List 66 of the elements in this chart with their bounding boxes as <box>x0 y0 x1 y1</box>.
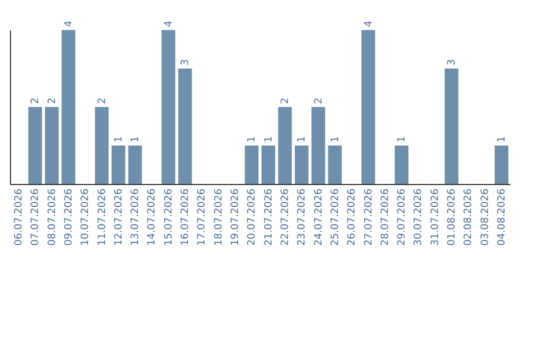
bar <box>244 146 258 184</box>
bar <box>44 107 59 184</box>
x-tick-label: 21.07.2026 <box>263 188 274 246</box>
bar <box>28 107 42 184</box>
x-tick-label: 04.08.2026 <box>496 188 508 246</box>
data-label: 3 <box>180 59 192 66</box>
x-tick-label: 16.07.2026 <box>180 188 192 246</box>
x-tick-label: 22.07.2026 <box>280 188 291 246</box>
bar <box>294 146 308 184</box>
bar <box>394 146 408 184</box>
x-tick-label: 14.07.2026 <box>146 188 158 246</box>
data-label: 1 <box>296 136 308 142</box>
x-tick-label: 20.07.2026 <box>246 188 258 246</box>
x-tick-label: 12.07.2026 <box>113 188 124 246</box>
data-label: 1 <box>330 136 341 142</box>
bar <box>178 68 192 184</box>
data-label: 4 <box>163 20 174 27</box>
data-label: 2 <box>313 98 324 104</box>
bar <box>361 30 376 184</box>
bar <box>278 107 292 184</box>
data-label: 2 <box>46 98 58 104</box>
x-tick-label: 11.07.2026 <box>96 188 108 246</box>
data-label: 4 <box>63 20 74 27</box>
x-tick-label: 27.07.2026 <box>363 188 374 246</box>
x-tick-label: 26.07.2026 <box>346 188 358 246</box>
bar <box>162 30 176 184</box>
data-label: 1 <box>246 136 258 142</box>
bar <box>62 30 76 184</box>
bar <box>128 146 142 184</box>
data-label: 1 <box>263 136 274 142</box>
x-tick-label: 13.07.2026 <box>130 188 142 246</box>
data-label: 4 <box>363 20 374 27</box>
x-tick-label: 28.07.2026 <box>380 188 391 246</box>
x-tick-label: 18.07.2026 <box>213 188 224 246</box>
bar <box>311 107 326 184</box>
data-label: 3 <box>446 59 458 66</box>
x-tick-label: 25.07.2026 <box>330 188 341 246</box>
data-label: 1 <box>113 136 124 142</box>
x-tick-label: 02.08.2026 <box>463 188 474 246</box>
x-tick-label: 24.07.2026 <box>313 188 324 246</box>
bar <box>494 146 508 184</box>
x-tick-label: 10.07.2026 <box>80 188 92 246</box>
x-tick-label: 08.07.2026 <box>46 188 58 246</box>
bar <box>328 146 342 184</box>
x-tick-label: 31.07.2026 <box>430 188 441 246</box>
x-tick-label: 06.07.2026 <box>13 188 24 246</box>
bar <box>444 68 458 184</box>
x-tick-label: 23.07.2026 <box>296 188 308 246</box>
data-label: 1 <box>130 136 142 142</box>
x-tick-label: 17.07.2026 <box>196 188 208 246</box>
data-label: 2 <box>30 98 42 104</box>
data-label: 1 <box>396 136 408 142</box>
data-label: 2 <box>280 98 291 104</box>
bar <box>94 107 109 184</box>
bar <box>262 146 276 184</box>
x-tick-label: 30.07.2026 <box>413 188 424 246</box>
bar <box>112 146 126 184</box>
x-tick-label: 01.08.2026 <box>446 188 458 246</box>
x-tick-label: 07.07.2026 <box>30 188 42 246</box>
x-tick-label: 09.07.2026 <box>63 188 74 246</box>
x-tick-label: 15.07.2026 <box>163 188 174 246</box>
x-tick-label: 29.07.2026 <box>396 188 408 246</box>
data-label: 2 <box>96 98 108 104</box>
data-label: 1 <box>496 136 508 142</box>
x-tick-label: 03.08.2026 <box>480 188 491 246</box>
x-tick-label: 19.07.2026 <box>230 188 242 246</box>
